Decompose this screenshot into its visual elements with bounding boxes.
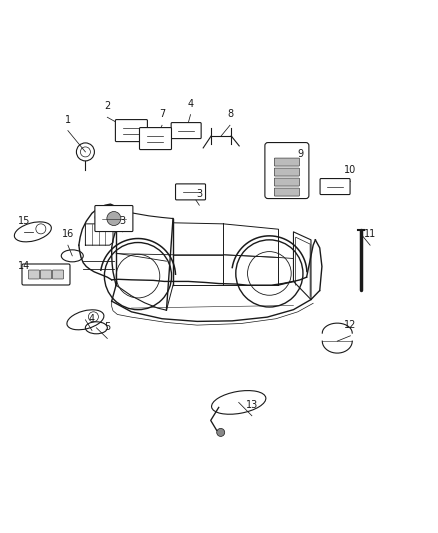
- Text: 5: 5: [104, 322, 110, 333]
- Text: 9: 9: [297, 149, 303, 159]
- FancyBboxPatch shape: [274, 178, 300, 186]
- Circle shape: [217, 429, 225, 437]
- FancyBboxPatch shape: [40, 270, 52, 279]
- Text: 4: 4: [89, 314, 95, 325]
- Text: 7: 7: [159, 109, 165, 119]
- FancyBboxPatch shape: [115, 119, 148, 142]
- FancyBboxPatch shape: [28, 270, 39, 279]
- Text: 16: 16: [62, 229, 74, 239]
- Text: 13: 13: [246, 400, 258, 410]
- FancyBboxPatch shape: [274, 168, 300, 176]
- FancyBboxPatch shape: [53, 270, 64, 279]
- Text: 10: 10: [344, 165, 357, 175]
- Text: 3: 3: [120, 216, 126, 226]
- Text: 11: 11: [364, 229, 376, 239]
- FancyBboxPatch shape: [265, 142, 309, 199]
- Text: 8: 8: [227, 109, 233, 119]
- FancyBboxPatch shape: [320, 179, 350, 195]
- Text: 2: 2: [104, 101, 110, 111]
- FancyBboxPatch shape: [274, 188, 300, 196]
- FancyBboxPatch shape: [176, 184, 205, 200]
- Text: 4: 4: [187, 99, 194, 109]
- FancyBboxPatch shape: [139, 127, 172, 150]
- FancyBboxPatch shape: [171, 123, 201, 139]
- Text: 3: 3: [196, 189, 202, 199]
- Circle shape: [107, 212, 121, 225]
- FancyBboxPatch shape: [22, 264, 70, 285]
- Text: 15: 15: [18, 216, 30, 226]
- FancyBboxPatch shape: [95, 206, 133, 231]
- Text: 12: 12: [344, 320, 357, 330]
- FancyBboxPatch shape: [274, 158, 300, 166]
- Text: 14: 14: [18, 261, 30, 271]
- Text: 1: 1: [65, 115, 71, 125]
